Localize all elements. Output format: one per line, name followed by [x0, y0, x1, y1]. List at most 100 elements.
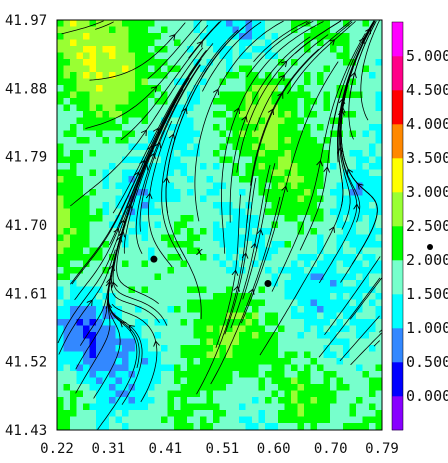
heatmap-cell [278, 299, 285, 307]
heatmap-cell [304, 338, 311, 346]
heatmap-cell [102, 176, 110, 183]
heatmap-cell [187, 215, 194, 222]
heatmap-cell [317, 312, 324, 320]
heatmap-cell [349, 163, 357, 170]
heatmap-cell [343, 280, 350, 287]
heatmap-cell [193, 234, 201, 242]
heatmap-cell [362, 416, 370, 424]
heatmap-cell [174, 364, 181, 372]
heatmap-cell [349, 117, 357, 125]
heatmap-cell [278, 169, 285, 177]
heatmap-cell [284, 234, 292, 242]
heatmap-cell [356, 377, 363, 385]
heatmap-cell [291, 234, 298, 242]
heatmap-cell [213, 332, 220, 339]
heatmap-cell [128, 332, 136, 339]
heatmap-cell [239, 78, 246, 86]
heatmap-cell [232, 98, 240, 105]
heatmap-cell [330, 247, 337, 255]
heatmap-cell [161, 52, 168, 60]
heatmap-cell [330, 33, 337, 40]
heatmap-cell [115, 267, 123, 274]
heatmap-cell [83, 111, 90, 118]
heatmap-cell [180, 332, 188, 339]
heatmap-cell [252, 52, 259, 60]
heatmap-cell [89, 377, 97, 385]
heatmap-cell [330, 215, 337, 222]
heatmap-cell [167, 195, 175, 203]
heatmap-cell [206, 306, 214, 313]
heatmap-cell [161, 143, 168, 151]
heatmap-cell [219, 39, 227, 47]
heatmap-cell [336, 384, 344, 391]
heatmap-cell [213, 221, 220, 229]
heatmap-cell [96, 26, 103, 34]
heatmap-cell [226, 117, 233, 125]
heatmap-cell [330, 273, 337, 281]
heatmap-cell [83, 241, 90, 248]
heatmap-cell [226, 254, 233, 261]
heatmap-cell [343, 130, 350, 138]
heatmap-cell [167, 254, 175, 261]
heatmap-cell [115, 423, 123, 430]
heatmap-cell [193, 429, 201, 430]
heatmap-cell [239, 221, 246, 229]
heatmap-cell [232, 247, 240, 255]
heatmap-cell [102, 397, 110, 404]
heatmap-cell [258, 338, 266, 346]
heatmap-cell [83, 52, 90, 60]
heatmap-cell [291, 117, 298, 125]
heatmap-cell [369, 176, 376, 183]
heatmap-cell [76, 254, 84, 261]
heatmap-cell [187, 26, 194, 34]
heatmap-cell [200, 364, 207, 372]
heatmap-cell [317, 72, 324, 79]
heatmap-cell [57, 247, 64, 255]
heatmap-cell [362, 78, 370, 86]
heatmap-cell [96, 150, 103, 157]
heatmap-cell [330, 143, 337, 151]
heatmap-cell [187, 228, 194, 235]
heatmap-cell [89, 267, 97, 274]
colorbar-swatch [392, 362, 403, 397]
heatmap-cell [213, 267, 220, 274]
heatmap-cell [278, 189, 285, 196]
heatmap-cell [187, 59, 194, 66]
heatmap-cell [83, 72, 90, 79]
heatmap-cell [83, 156, 90, 164]
heatmap-cell [63, 351, 71, 359]
heatmap-cell [57, 338, 64, 346]
heatmap-cell [362, 85, 370, 92]
heatmap-cell [180, 293, 188, 300]
heatmap-cell [356, 169, 363, 177]
heatmap-cell [304, 273, 311, 281]
heatmap-cell [317, 215, 324, 222]
heatmap-cell [226, 143, 233, 151]
heatmap-cell [180, 156, 188, 164]
heatmap-cell [122, 65, 129, 73]
heatmap-cell [239, 182, 246, 190]
heatmap-cell [96, 65, 103, 73]
heatmap-cell [278, 26, 285, 34]
heatmap-cell [141, 85, 149, 92]
heatmap-cell [174, 358, 181, 365]
heatmap-cell [213, 371, 220, 378]
heatmap-cell [310, 390, 318, 398]
heatmap-cell [128, 65, 136, 73]
heatmap-cell [252, 182, 259, 190]
heatmap-cell [258, 280, 266, 287]
heatmap-cell [304, 104, 311, 112]
heatmap-cell [141, 280, 149, 287]
heatmap-cell [109, 286, 116, 294]
heatmap-cell [206, 351, 214, 359]
heatmap-cell [343, 39, 350, 47]
heatmap-cell [57, 59, 64, 66]
heatmap-cell [148, 416, 155, 424]
heatmap-cell [122, 267, 129, 274]
heatmap-cell [349, 169, 357, 177]
heatmap-cell [356, 429, 363, 430]
heatmap-cell [375, 189, 382, 196]
heatmap-cell [180, 176, 188, 183]
heatmap-cell [291, 20, 298, 27]
streamline-arrow [113, 227, 120, 235]
